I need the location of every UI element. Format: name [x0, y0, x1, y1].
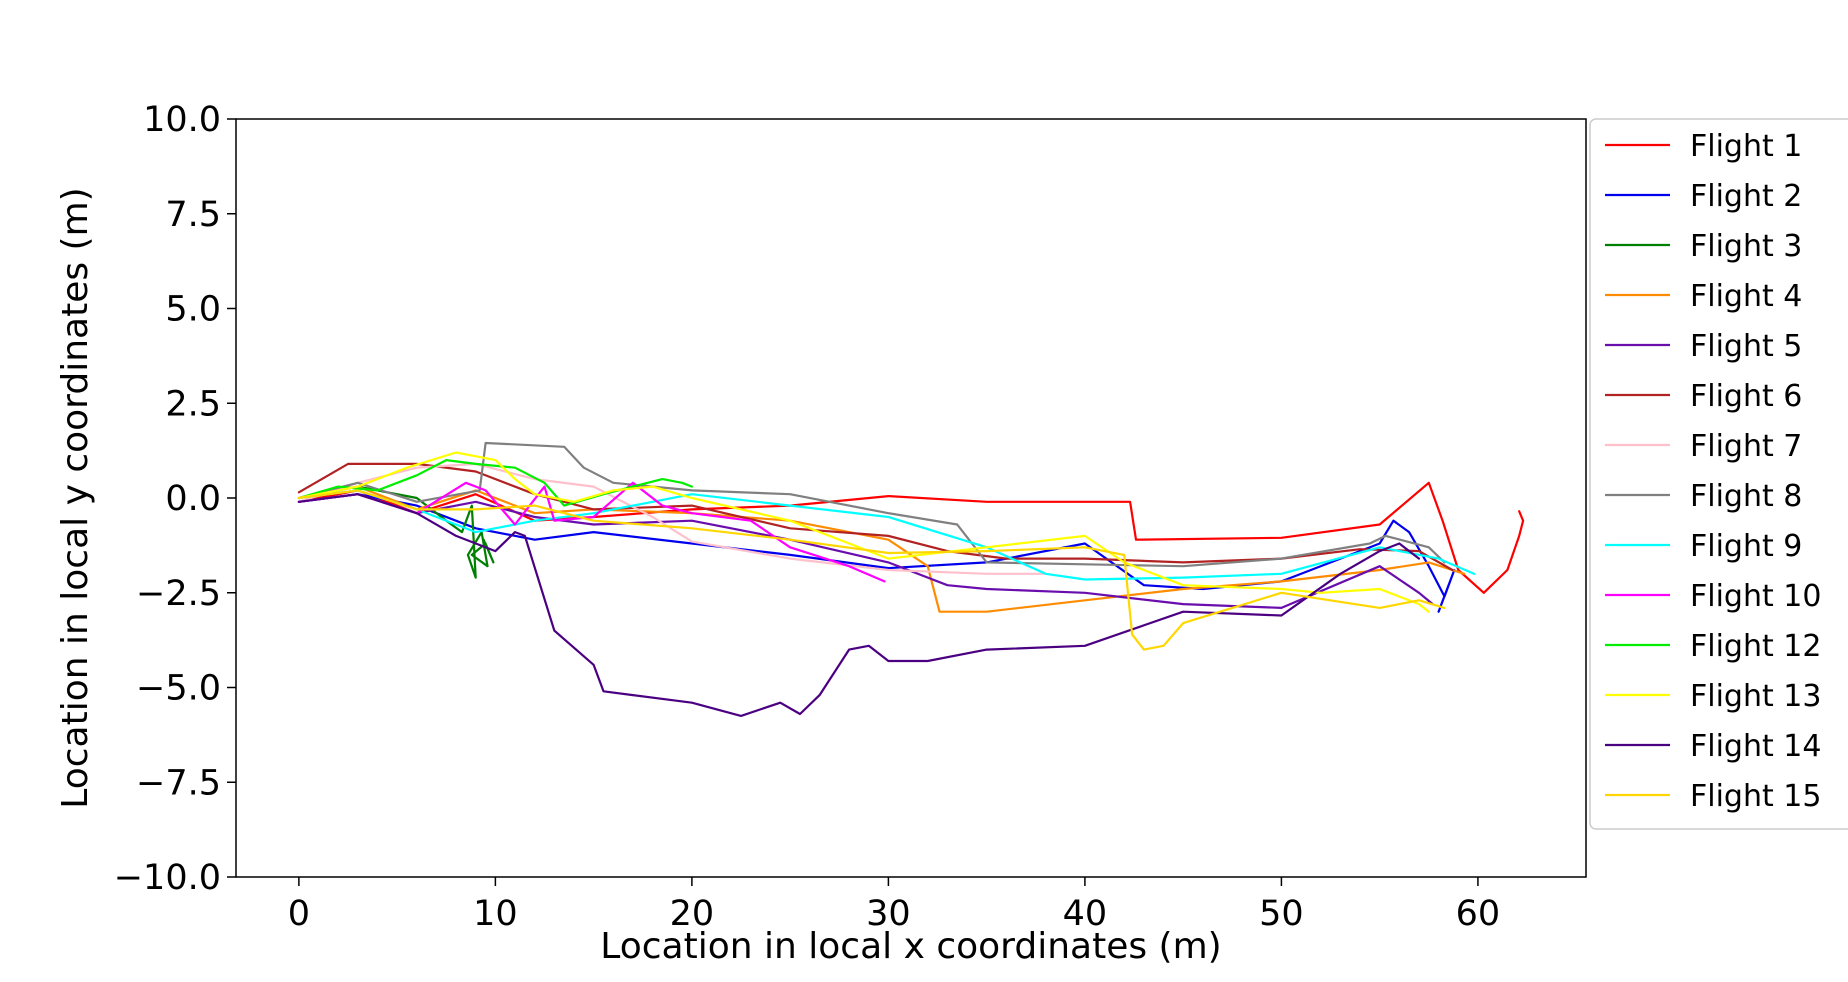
series-line-12: [297, 451, 1430, 613]
series-line-13: [297, 493, 1421, 717]
y-tick-label: −10.0: [114, 858, 221, 898]
legend-label: Flight 2: [1690, 179, 1802, 214]
legend-label: Flight 13: [1690, 679, 1821, 714]
legend-label: Flight 1: [1690, 129, 1802, 164]
series-line-5: [297, 493, 1434, 609]
y-tick-label: 2.5: [165, 384, 221, 424]
y-axis-title: Location in local y coordinates (m): [55, 187, 96, 808]
x-tick-label: 50: [1259, 894, 1304, 934]
y-tick-label: −7.5: [136, 763, 221, 803]
series-line-10: [297, 481, 886, 583]
x-tick-label: 10: [473, 894, 518, 934]
series-line-8: [297, 441, 1446, 568]
series-line-9: [297, 489, 1476, 581]
y-axis: 10.0 7.5 5.0 2.5 0.0 −2.5 −5.0 −7.5 −10.0: [114, 100, 236, 898]
y-tick-label: −5.0: [136, 669, 221, 709]
x-axis: 0 10 20 30 40 50 60: [288, 877, 1500, 934]
y-tick-label: 0.0: [165, 479, 221, 519]
legend-label: Flight 8: [1690, 479, 1802, 514]
x-tick-label: 40: [1063, 894, 1108, 934]
y-tick-label: 10.0: [143, 100, 221, 140]
legend-label: Flight 7: [1690, 429, 1802, 464]
y-tick-label: −2.5: [136, 574, 221, 614]
x-tick-label: 20: [670, 894, 715, 934]
legend-label: Flight 5: [1690, 329, 1802, 364]
y-tick-label: 5.0: [165, 290, 221, 330]
plot-lines: [297, 441, 1525, 717]
legend-label: Flight 12: [1690, 629, 1821, 664]
y-tick-label: 7.5: [165, 195, 221, 235]
legend: Flight 1 Flight 2 Flight 3 Flight 4 Flight 5…: [1589, 118, 1848, 830]
series-line-11: [297, 459, 693, 507]
legend-label: Flight 10: [1690, 579, 1821, 614]
series-line-7: [297, 462, 1047, 575]
series-line-6: [297, 462, 1454, 572]
legend-label: Flight 6: [1690, 379, 1802, 414]
series-line-14: [297, 489, 1446, 651]
legend-label: Flight 15: [1690, 779, 1821, 814]
x-tick-label: 60: [1456, 894, 1501, 934]
legend-label: Flight 3: [1690, 229, 1802, 264]
x-tick-label: 30: [866, 894, 911, 934]
legend-label: Flight 14: [1690, 729, 1821, 764]
legend-items: Flight 1 Flight 2 Flight 3 Flight 4 Flight 5…: [1605, 129, 1821, 814]
x-tick-label: 0: [288, 894, 310, 934]
x-axis-title: Location in local x coordinates (m): [600, 926, 1221, 967]
legend-frame: [1589, 118, 1848, 830]
legend-label: Flight 4: [1690, 279, 1802, 314]
legend-label: Flight 9: [1690, 529, 1802, 564]
